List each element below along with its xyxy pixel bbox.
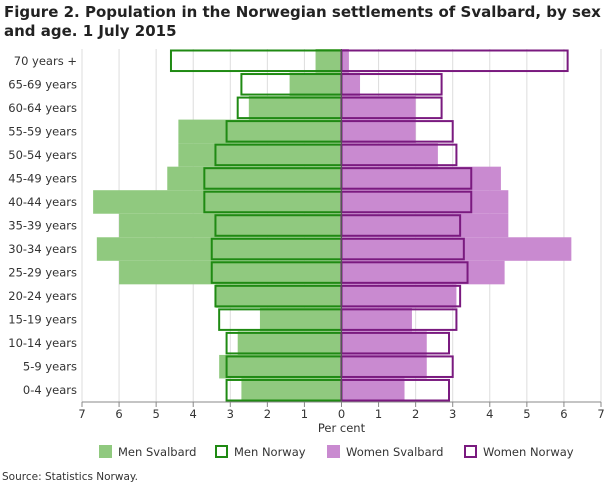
x-tick-label: 0 <box>338 407 345 421</box>
legend-label-women-svalbard: Women Svalbard <box>346 445 443 459</box>
category-label: 50-54 years <box>8 148 77 162</box>
bar-women-svalbard-0-4-years <box>341 378 405 402</box>
x-tick-label: 7 <box>78 407 85 421</box>
bar-men-svalbard-55-59-years <box>178 119 342 144</box>
legend-label-men-svalbard: Men Svalbard <box>118 445 196 459</box>
category-label: 70 years + <box>14 54 77 68</box>
x-tick-label: 1 <box>375 407 382 421</box>
category-label: 45-49 years <box>8 171 77 185</box>
axes <box>81 49 602 407</box>
x-tick-label: 1 <box>301 407 308 421</box>
bar-men-svalbard-40-44-years <box>93 190 342 214</box>
bar-women-svalbard-55-59-years <box>341 119 416 144</box>
bar-women-norway-70-years <box>340 49 569 73</box>
bar-men-svalbard-20-24-years <box>215 284 342 308</box>
bar-men-svalbard-60-64-years <box>248 96 342 120</box>
bar-men-svalbard-50-54-years <box>178 143 342 167</box>
bar-women-svalbard-40-44-years <box>341 190 509 214</box>
x-tick-label: 2 <box>264 407 271 421</box>
category-label: 15-19 years <box>8 313 77 327</box>
bar-women-svalbard-5-9-years <box>341 354 427 379</box>
x-tick-label: 3 <box>227 407 234 421</box>
bar-men-svalbard-25-29-years <box>119 260 342 285</box>
bar-women-svalbard-50-54-years <box>341 143 438 167</box>
category-label: 55-59 years <box>8 124 77 138</box>
bar-men-svalbard-70-years <box>315 49 342 73</box>
category-label: 20-24 years <box>8 289 77 303</box>
bar-women-svalbard-25-29-years <box>341 260 505 285</box>
category-label: 60-64 years <box>8 101 77 115</box>
bar-women-svalbard-65-69-years <box>341 72 361 97</box>
x-tick-label: 2 <box>412 407 419 421</box>
category-label: 10-14 years <box>8 336 77 350</box>
bar-women-svalbard-45-49-years <box>341 166 501 191</box>
category-label: 30-34 years <box>8 242 77 256</box>
x-tick-label: 3 <box>449 407 456 421</box>
bar-women-svalbard-10-14-years <box>341 331 427 355</box>
bar-men-svalbard-45-49-years <box>167 166 342 191</box>
legend-swatch-men-svalbard <box>99 445 112 458</box>
x-tick-label: 7 <box>597 407 604 421</box>
legend-swatch-women-norway <box>464 445 477 458</box>
x-tick-label: 6 <box>560 407 567 421</box>
x-tick-label: 6 <box>115 407 122 421</box>
bar-women-svalbard-15-19-years <box>341 307 412 332</box>
bar-women-svalbard-60-64-years <box>341 96 416 120</box>
x-tick-label: 4 <box>486 407 493 421</box>
bar-men-svalbard-0-4-years <box>241 378 342 402</box>
bar-men-svalbard-65-69-years <box>289 72 342 97</box>
source-note: Source: Statistics Norway. <box>2 471 138 483</box>
category-label: 40-44 years <box>8 195 77 209</box>
filled-bars <box>93 49 572 402</box>
bar-women-svalbard-30-34-years <box>341 237 572 261</box>
bar-men-svalbard-10-14-years <box>237 331 342 355</box>
x-tick-label: 5 <box>152 407 159 421</box>
category-label: 25-29 years <box>8 266 77 280</box>
legend-swatch-men-norway <box>215 445 228 458</box>
chart-title: Figure 2. Population in the Norwegian se… <box>4 3 601 40</box>
legend: Men Svalbard Men Norway Women Svalbard Wome… <box>99 445 574 459</box>
bar-women-svalbard-35-39-years <box>341 213 509 238</box>
legend-swatch-women-svalbard <box>327 445 340 458</box>
category-label: 5-9 years <box>23 360 77 374</box>
bar-women-svalbard-20-24-years <box>341 284 457 308</box>
category-label: 65-69 years <box>8 77 77 91</box>
bar-men-svalbard-35-39-years <box>119 213 342 238</box>
outline-bars <box>169 49 569 402</box>
category-label: 0-4 years <box>23 383 77 397</box>
axis-labels: 70 years + 65-69 years 60-64 years 55-59 ye… <box>8 54 604 435</box>
bar-men-svalbard-15-19-years <box>259 307 342 332</box>
x-axis-title: Per cent <box>318 421 366 435</box>
legend-label-women-norway: Women Norway <box>483 445 574 459</box>
x-tick-label: 5 <box>523 407 530 421</box>
category-label: 35-39 years <box>8 219 77 233</box>
bar-women-svalbard-70-years <box>341 49 349 73</box>
legend-label-men-norway: Men Norway <box>234 445 306 459</box>
bar-men-svalbard-30-34-years <box>96 237 342 261</box>
x-tick-label: 4 <box>190 407 197 421</box>
bar-men-svalbard-5-9-years <box>219 354 342 379</box>
